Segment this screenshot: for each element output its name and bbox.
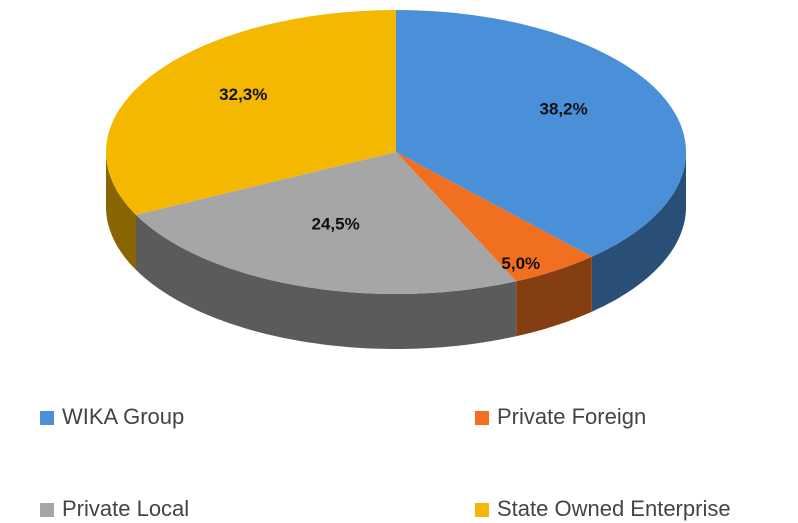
legend-swatch	[475, 411, 489, 425]
legend-swatch	[475, 503, 489, 517]
slice-top	[136, 152, 517, 294]
data-label: 24,5%	[312, 214, 360, 233]
legend-label: State Owned Enterprise	[497, 496, 731, 521]
slice-side	[106, 152, 136, 270]
slice-side	[136, 214, 517, 349]
legend-item: WIKA Group	[40, 404, 184, 429]
legend-label: Private Foreign	[497, 404, 646, 429]
slice	[396, 10, 686, 312]
legend-label: WIKA Group	[62, 404, 184, 429]
legend-item: Private Local	[40, 496, 189, 521]
legend-swatch	[40, 411, 54, 425]
data-label: 38,2%	[539, 100, 587, 119]
slice-top	[396, 152, 592, 282]
slice	[136, 152, 517, 349]
legend-swatch	[40, 503, 54, 517]
legend-item: State Owned Enterprise	[475, 496, 731, 521]
data-label: 5,0%	[501, 254, 540, 273]
slice-top	[106, 10, 396, 215]
slice-side	[591, 152, 686, 312]
legend-label: Private Local	[62, 496, 189, 521]
data-label: 32,3%	[219, 85, 267, 104]
slice-side	[516, 256, 592, 337]
legend-item: Private Foreign	[475, 404, 646, 429]
slice	[106, 10, 396, 270]
slice	[396, 152, 592, 337]
slice-top	[396, 10, 686, 257]
